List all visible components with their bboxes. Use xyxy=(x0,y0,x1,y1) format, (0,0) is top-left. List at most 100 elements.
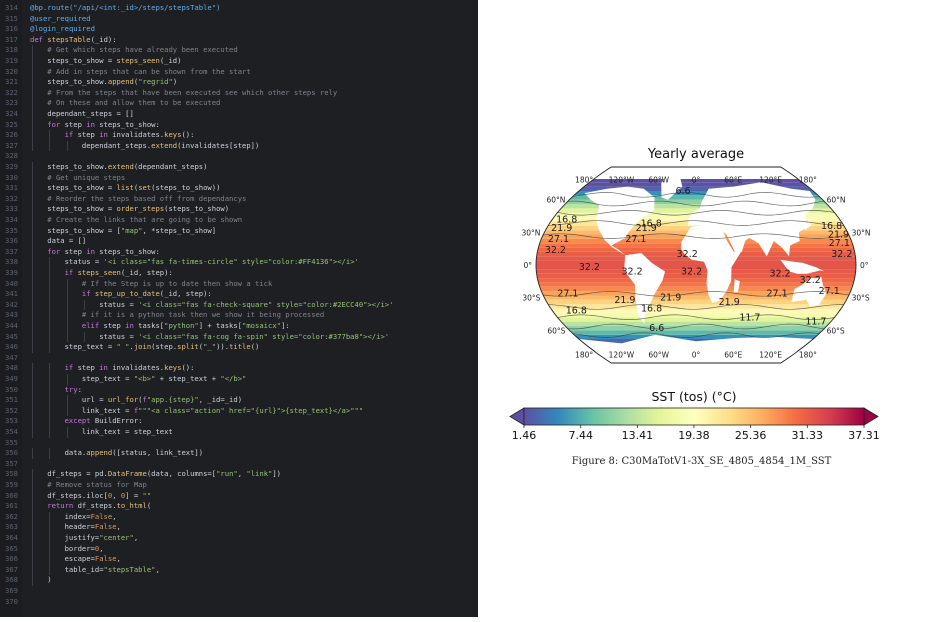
code-line[interactable]: 323 # On these and allow them to be execu… xyxy=(0,98,478,109)
code-line[interactable]: 322 # From the steps that have been execu… xyxy=(0,87,478,99)
line-code: escape=False, xyxy=(64,554,121,564)
line-number: 337 xyxy=(5,246,18,256)
code-line[interactable]: 334 # Create the links that are going to … xyxy=(0,215,478,226)
land-antarctica xyxy=(578,334,814,363)
code-line[interactable]: 358 df_steps = pd.DataFrame(data, columns… xyxy=(0,469,478,480)
right-lat-label: 0° xyxy=(860,261,869,270)
line-number: 365 xyxy=(5,543,18,553)
land-africa xyxy=(681,224,741,304)
line-number: 341 xyxy=(5,289,18,299)
line-number: 364 xyxy=(5,533,18,542)
code-line[interactable]: 329 steps_to_show.extend(dependant_steps) xyxy=(0,162,478,173)
code-line[interactable]: 321 steps_to_show.append("regrid") xyxy=(0,77,478,88)
indent-guide xyxy=(32,321,33,332)
line-code: url = url_for(f"app.{step}", _id=_id) xyxy=(81,395,243,405)
contour-line xyxy=(557,314,835,320)
line-number: 368 xyxy=(5,575,18,585)
code-line[interactable]: 354 link_text = step_text xyxy=(0,427,478,438)
code-line[interactable]: 335 steps_to_show = ["map", *steps_to_sho… xyxy=(0,225,478,237)
code-line[interactable]: 361 return df_steps.to_html( xyxy=(0,501,478,512)
code-line[interactable]: 339 if steps_seen(_id, step): xyxy=(0,268,478,279)
code-line[interactable]: 337 for step in steps_to_show: xyxy=(0,246,478,258)
code-line[interactable]: 346 step_text = " ".join(step.split("_"))… xyxy=(0,342,478,353)
code-line[interactable]: 342 status = '<i class="fas fa-check-squa… xyxy=(0,299,478,311)
code-line[interactable]: 336 data = [] xyxy=(0,236,478,247)
code-line[interactable]: 347 xyxy=(0,353,478,364)
line-number: 331 xyxy=(5,183,18,193)
code-line[interactable]: 363 header=False, xyxy=(0,522,478,533)
code-line[interactable]: 338 status = '<i class="fas fa-times-circ… xyxy=(0,257,478,268)
code-line[interactable]: 326 if step in invalidates.keys(): xyxy=(0,130,478,141)
code-line[interactable]: 353 except BuildError: xyxy=(0,416,478,427)
line-code: # Remove status for Map xyxy=(47,480,147,489)
line-code: status = '<i class="fas fa-cog fa-spin" … xyxy=(99,331,390,341)
indent-guide xyxy=(32,162,33,173)
code-line[interactable]: 367 table_id="stepsTable", xyxy=(0,564,478,576)
figure-panel: Yearly average 6.6 16.8 21.9 16.8 21.9 27.1 32… xyxy=(478,0,925,617)
code-line[interactable]: 366 escape=False, xyxy=(0,554,478,565)
code-line[interactable]: 350 try: xyxy=(0,384,478,396)
code-line[interactable]: 356 data.append([status, link_text]) xyxy=(0,448,478,459)
code-editor[interactable]: 314 @bp.route("/api/<int:_id>/steps/steps… xyxy=(0,0,478,617)
indent-guide xyxy=(32,331,33,343)
code-line[interactable]: 330 # Get unique steps xyxy=(0,172,478,184)
sst-band xyxy=(536,269,856,274)
line-number: 352 xyxy=(5,405,18,415)
line-number: 336 xyxy=(5,236,18,246)
line-number: 354 xyxy=(5,427,18,436)
line-code: steps_to_show = order_steps(steps_to_sho… xyxy=(47,204,230,214)
code-line[interactable]: 345 status = '<i class="fas fa-cog fa-spi… xyxy=(0,331,478,343)
code-line[interactable]: 333 steps_to_show = order_steps(steps_to_… xyxy=(0,204,478,215)
indent-guide xyxy=(32,363,33,374)
line-number: 324 xyxy=(5,109,18,118)
code-line[interactable]: 365 border=0, xyxy=(0,543,478,555)
line-number: 330 xyxy=(5,172,18,182)
top-lon-label: 60°W xyxy=(648,176,669,185)
bottom-lon-label: 180° xyxy=(799,350,817,359)
code-line[interactable]: 362 index=False, xyxy=(0,511,478,523)
code-line[interactable]: 317 def stepsTable(_id): xyxy=(0,35,478,46)
code-line[interactable]: 325 for step in steps_to_show: xyxy=(0,119,478,131)
code-line[interactable]: 341 if step_up_to_date(_id, step): xyxy=(0,289,478,300)
code-line[interactable]: 364 justify="center", xyxy=(0,533,478,544)
indent-guide xyxy=(49,289,51,300)
code-line[interactable]: 359 # Remove status for Map xyxy=(0,480,478,491)
land-maritime xyxy=(780,259,825,274)
code-line[interactable]: 332 # Reorder the steps based off from de… xyxy=(0,193,478,205)
code-line[interactable]: 355 xyxy=(0,438,478,449)
indent-guide xyxy=(32,522,33,533)
code-line[interactable]: 340 # If the Step is up to date then show… xyxy=(0,278,478,290)
line-number: 319 xyxy=(5,56,18,65)
code-line[interactable]: 331 steps_to_show = list(set(steps_to_sho… xyxy=(0,183,478,194)
code-line[interactable]: 349 step_text = "<b>" + step_text + "</b>… xyxy=(0,374,478,385)
line-number: 363 xyxy=(5,522,18,532)
contour-label: 32.2 xyxy=(770,269,791,280)
contour-label: 16.8 xyxy=(641,219,662,230)
code-line[interactable]: 351 url = url_for(f"app.{step}", _id=_id) xyxy=(0,395,478,406)
contour-label: 32.2 xyxy=(677,249,698,260)
indent-guide xyxy=(32,130,33,141)
code-line[interactable]: 318 # Get which steps have already been e… xyxy=(0,45,478,56)
code-line[interactable]: 370 xyxy=(0,597,478,608)
line-code: # if it is a python task then we show it… xyxy=(81,310,325,320)
contour-label: 27.1 xyxy=(625,234,646,245)
code-line[interactable]: 348 if step in invalidates.keys(): xyxy=(0,363,478,374)
code-line[interactable]: 343 # if it is a python task then we show… xyxy=(0,310,478,321)
code-line[interactable]: 315 @user_required xyxy=(0,14,478,25)
bottom-lon-label: 0° xyxy=(692,350,701,359)
code-line[interactable]: 327 dependant_steps.extend(invalidates[st… xyxy=(0,140,478,152)
code-line[interactable]: 344 elif step in tasks["python"] + tasks[… xyxy=(0,321,478,332)
indent-guide xyxy=(32,66,33,78)
code-line[interactable]: 360 df_steps.iloc[0, 0] = "" xyxy=(0,490,478,502)
code-line[interactable]: 357 xyxy=(0,459,478,470)
code-line[interactable]: 328 xyxy=(0,151,478,162)
code-line[interactable]: 320 # Add in steps that can be shown from… xyxy=(0,66,478,78)
indent-guide xyxy=(32,204,33,215)
code-line[interactable]: 314 @bp.route("/api/<int:_id>/steps/steps… xyxy=(0,3,478,14)
code-line[interactable]: 369 xyxy=(0,586,478,597)
code-line[interactable]: 316 @login_required xyxy=(0,24,478,35)
code-line[interactable]: 352 link_text = f"""<a class="action" hre… xyxy=(0,405,478,417)
code-line[interactable]: 324 dependant_steps = [] xyxy=(0,109,478,120)
code-line[interactable]: 319 steps_to_show = steps_seen(_id) xyxy=(0,56,478,67)
code-line[interactable]: 368) xyxy=(0,575,478,586)
